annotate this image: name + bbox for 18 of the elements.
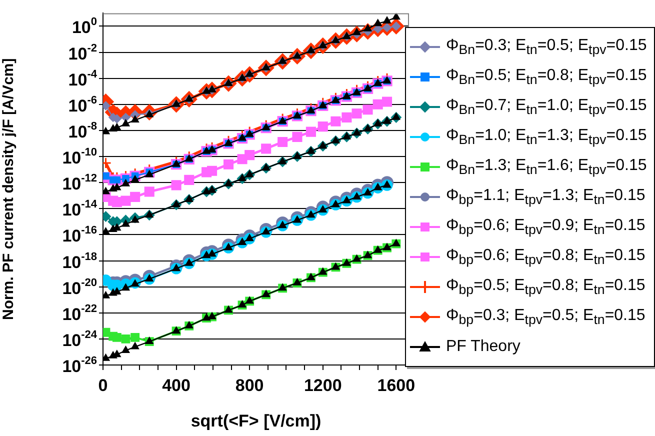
legend-label: Φ$_{bp}$=0.6; E$_{tpv}$=0.9; E$_{tn}$=0.15	[446, 216, 646, 238]
x-axis-title: sqrt(<F> [V/cm])	[190, 411, 322, 430]
x-tick-label: 800	[235, 376, 264, 395]
legend-label: Φ$_{Bn}$=0.3; E$_{tn}$=0.5; E$_{tpv}$=0.15	[446, 36, 647, 58]
legend-label: Φ$_{bp}$=0.5; E$_{tpv}$=0.8; E$_{tn}$=0.15	[446, 276, 646, 298]
legend-label: Φ$_{bp}$=1.1; E$_{tpv}$=1.3; E$_{tn}$=0.15	[446, 186, 646, 208]
legend-label: Φ$_{bp}$=0.6; E$_{tpv}$=0.8; E$_{tn}$=0.15	[446, 246, 646, 268]
x-tick-label: 1600	[377, 376, 416, 395]
x-tick-label: 400	[162, 376, 190, 395]
legend-label: Φ$_{Bn}$=1.0; E$_{tn}$=1.3; E$_{tpv}$=0.15	[446, 126, 647, 148]
y-axis-title: Norm. PF current density j/F [A/Vcm]	[0, 58, 18, 320]
legend-label: Φ$_{Bn}$=0.5; E$_{tn}$=0.8; E$_{tpv}$=0.15	[446, 66, 647, 88]
legend-label: Φ$_{Bn}$=0.7; E$_{tn}$=1.0; E$_{tpv}$=0.15	[446, 96, 647, 118]
x-tick-label: 1200	[304, 376, 342, 395]
legend-label: Φ$_{Bn}$=1.3; E$_{tn}$=1.6; E$_{tpv}$=0.15	[446, 156, 647, 178]
x-tick-label: 0	[98, 376, 108, 395]
legend-label: Φ$_{bp}$=0.3; E$_{tpv}$=0.5; E$_{tn}$=0.15	[446, 306, 646, 328]
legend-label: PF Theory	[446, 338, 520, 356]
